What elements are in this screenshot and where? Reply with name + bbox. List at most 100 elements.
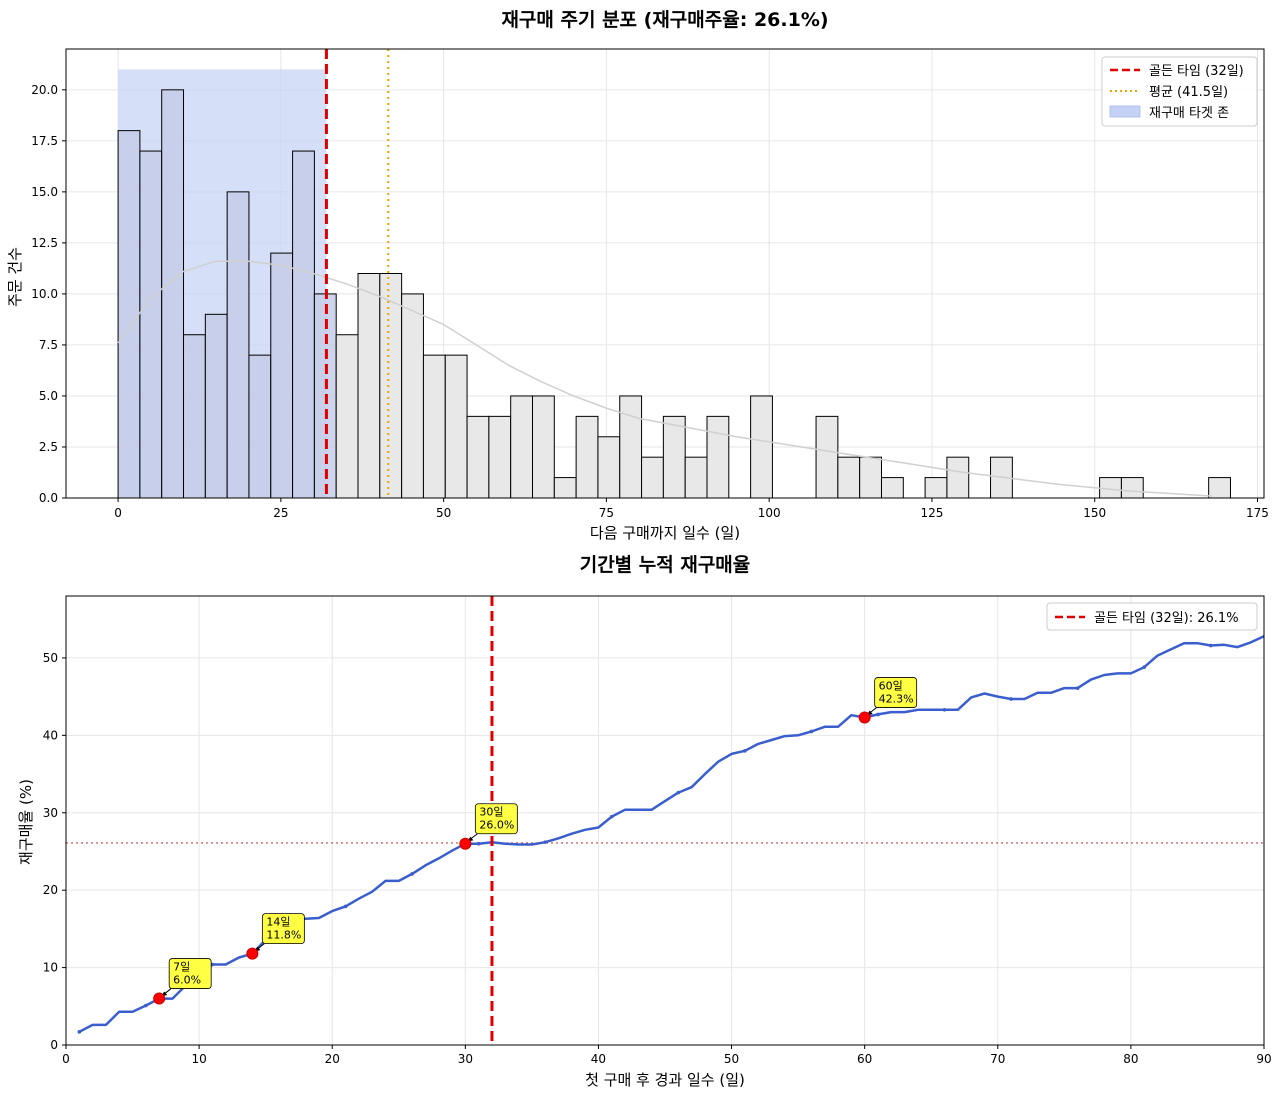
chart2-ytick-label-0: 0 xyxy=(50,1038,58,1052)
chart1-bar-2 xyxy=(161,89,185,499)
annotation-box-1 xyxy=(261,913,305,945)
chart2-point-35 xyxy=(543,840,547,844)
annotation-box-3 xyxy=(874,677,918,708)
chart1-bar-13 xyxy=(401,293,424,499)
annotation-marker-0 xyxy=(153,992,166,1005)
chart1-bar-46 xyxy=(1120,477,1144,499)
chart1-kde-curve xyxy=(117,260,1212,497)
annotation-marker-1 xyxy=(246,947,259,960)
chart2-xtick-label-8: 80 xyxy=(1123,1052,1138,1066)
chart1-ytick-label-4: 10.0 xyxy=(31,287,58,301)
chart1-bar-19 xyxy=(532,395,555,499)
chart2-xtick-label-4: 40 xyxy=(591,1052,606,1066)
chart1-bar-10 xyxy=(335,334,359,499)
chart1-title: 재구매 주기 분포 (재구매주율: 26.1%) xyxy=(501,9,828,31)
chart1-xtick-label-2: 50 xyxy=(436,506,451,520)
annotation-box-2 xyxy=(474,803,518,835)
chart2-point-5 xyxy=(144,1003,148,1008)
chart1-ytick-label-5: 12.5 xyxy=(31,236,58,250)
chart1-legend: 골든 타임 (32일) 평균 (41.5일) 재구매 타겟 존 xyxy=(1101,56,1258,127)
chart1-bar-24 xyxy=(641,456,664,499)
chart2-xtick-label-6: 60 xyxy=(857,1052,872,1066)
chart1-bar-14 xyxy=(422,354,446,499)
chart2-point-75 xyxy=(1075,686,1080,690)
chart2-xlabel: 첫 구매 후 경과 일수 (일) xyxy=(585,1071,745,1089)
chart1-legend-box xyxy=(1101,56,1258,127)
chart2-xtick-label-2: 20 xyxy=(325,1052,340,1066)
annotation-marker-2 xyxy=(459,837,472,850)
chart2-xtick-label-3: 30 xyxy=(458,1052,473,1066)
chart1-bar-8 xyxy=(292,150,315,499)
chart1-xtick-label-6: 150 xyxy=(1083,506,1106,520)
chart2-point-40 xyxy=(609,814,614,819)
annotation-marker-3 xyxy=(858,711,871,724)
chart1-ytick-label-0: 0.0 xyxy=(39,491,58,505)
chart2-title: 기간별 누적 재구매율 xyxy=(580,554,751,576)
legend-mean-label: 평균 (41.5일) xyxy=(1149,85,1228,100)
annotation-day-2: 30일 xyxy=(479,805,503,819)
chart2-point-80 xyxy=(1142,665,1146,670)
chart1-bar-45 xyxy=(1099,477,1122,499)
chart1-ytick-label-2: 5.0 xyxy=(39,389,58,403)
chart1-bar-22 xyxy=(597,436,621,499)
chart2-axes: 0 10 20 30 40 50 60 70 80 90 0 10 20 30 40 50 xyxy=(43,595,1272,1066)
chart1-bar-37 xyxy=(924,477,948,499)
annotation-day-0: 7일 xyxy=(173,960,190,974)
chart1-bar-7 xyxy=(270,252,294,499)
chart1-xtick-label-4: 100 xyxy=(758,506,781,520)
chart2-point-25 xyxy=(410,872,414,876)
chart1-bar-34 xyxy=(859,456,882,499)
legend-zone-swatch xyxy=(1109,105,1141,118)
chart2-legend: 골든 타임 (32일): 26.1% xyxy=(1046,602,1258,631)
legend-golden-label: 골든 타임 (32일) xyxy=(1149,64,1244,79)
chart2-point-60 xyxy=(876,712,880,717)
chart2-frame xyxy=(65,595,1265,1046)
chart2-xtick-label-9: 90 xyxy=(1256,1052,1271,1066)
chart1-bar-0 xyxy=(117,130,141,499)
chart1-bar-5 xyxy=(226,191,250,499)
chart1-bar-4 xyxy=(204,313,228,499)
chart1-ylabel: 주문 건수 xyxy=(6,247,24,307)
chart1-bar-11 xyxy=(357,273,381,499)
chart1-xtick-label-3: 75 xyxy=(599,506,614,520)
chart2-ytick-label-2: 20 xyxy=(43,883,58,897)
chart1-axes: 0 25 50 75 100 125 150 175 0.0 2.5 5.0 7.5 10.0 12.5 1… xyxy=(31,48,1269,520)
chart1-bar-18 xyxy=(510,395,534,499)
chart1-ytick-label-7: 17.5 xyxy=(31,134,58,148)
chart1-frame xyxy=(65,48,1265,499)
chart2-point-20 xyxy=(343,904,348,909)
chart1-bar-50 xyxy=(1208,477,1231,499)
chart1-bar-32 xyxy=(815,415,839,499)
chart2-ytick-label-4: 40 xyxy=(43,728,58,742)
chart2-series-line xyxy=(78,635,1265,1033)
chart2-point-30 xyxy=(476,841,481,846)
chart1-bar-17 xyxy=(488,415,512,499)
chart1-xtick-label-1: 25 xyxy=(273,506,288,520)
chart1-xlabel: 다음 구매까지 일수 (일) xyxy=(590,524,740,542)
chart1-bar-15 xyxy=(444,354,468,499)
chart1-bar-3 xyxy=(183,334,206,499)
chart2-legend-box xyxy=(1046,602,1258,631)
chart2-xtick-label-7: 70 xyxy=(990,1052,1005,1066)
chart1-xtick-label-7: 175 xyxy=(1246,506,1269,520)
chart2-point-85 xyxy=(1208,643,1213,648)
chart1-bar-6 xyxy=(248,354,272,499)
chart2-point-70 xyxy=(1009,697,1013,701)
annotation-rate-1: 11.8% xyxy=(266,929,301,942)
chart1-bar-21 xyxy=(575,415,599,499)
chart1-bar-25 xyxy=(662,415,686,499)
chart1-bar-38 xyxy=(946,456,970,499)
chart2-point-50 xyxy=(743,749,747,753)
chart1-bar-12 xyxy=(379,273,403,499)
chart2-xtick-label-0: 0 xyxy=(62,1052,70,1066)
chart2-series xyxy=(77,635,1265,1034)
legend2-golden-label: 골든 타임 (32일): 26.1% xyxy=(1094,611,1239,626)
chart1-bar-23 xyxy=(619,395,643,499)
chart2-point-65 xyxy=(942,707,947,712)
chart2-ytick-label-1: 10 xyxy=(43,961,58,975)
chart1-kde xyxy=(117,260,1212,497)
chart1-ytick-label-6: 15.0 xyxy=(31,185,58,199)
chart1-bar-33 xyxy=(837,456,861,499)
